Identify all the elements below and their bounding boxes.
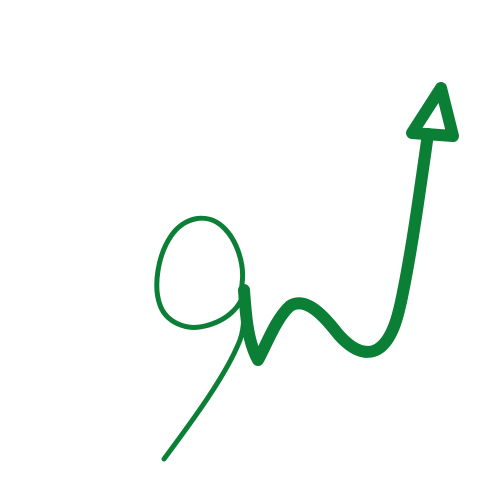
arrowhead — [406, 82, 459, 142]
wave-stroke — [238, 128, 434, 366]
loop-stroke — [154, 215, 247, 462]
